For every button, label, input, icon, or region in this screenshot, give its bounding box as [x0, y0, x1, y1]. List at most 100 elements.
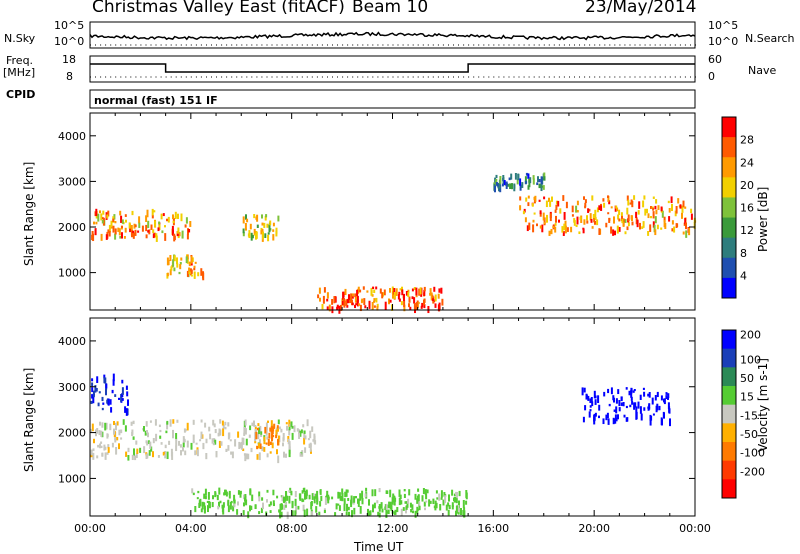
echo-cell: [582, 228, 585, 234]
echo-cell: [681, 205, 684, 213]
echo-cell: [576, 210, 579, 213]
x-axis-label: Time UT: [354, 540, 404, 554]
echo-cell: [310, 501, 313, 507]
echo-cell: [298, 432, 301, 439]
echo-cell: [528, 178, 531, 183]
echo-cell: [399, 288, 402, 291]
echo-cell: [273, 423, 276, 429]
echo-cell: [257, 427, 259, 431]
echo-cell: [116, 421, 119, 426]
echo-cell: [463, 507, 466, 511]
velocity-colorbar-swatch: [722, 479, 736, 499]
echo-cell: [390, 504, 393, 512]
echo-cell: [528, 222, 531, 230]
echo-cell: [607, 195, 609, 199]
echo-cell: [507, 183, 510, 187]
echo-cell: [275, 429, 278, 436]
echo-cell: [269, 427, 272, 432]
echo-cell: [107, 210, 110, 217]
echo-cell: [192, 492, 195, 496]
echo-cell: [169, 269, 172, 276]
freq-label: Freq.: [6, 54, 34, 67]
echo-cell: [221, 506, 224, 513]
echo-cell: [552, 225, 555, 229]
echo-cell: [169, 419, 172, 427]
echo-cell: [191, 488, 194, 494]
echo-cell: [179, 444, 182, 448]
echo-cell: [202, 271, 204, 279]
x-tick-label: 12:00: [377, 522, 409, 535]
echo-cell: [112, 379, 115, 386]
echo-cell: [107, 444, 110, 449]
echo-cell: [584, 202, 587, 207]
echo-cell: [242, 216, 245, 224]
echo-cell: [503, 180, 506, 186]
echo-cell: [626, 226, 629, 231]
echo-cell: [166, 451, 169, 460]
echo-cell: [615, 398, 618, 404]
echo-cell: [272, 434, 275, 438]
echo-cell: [100, 430, 103, 437]
echo-cell: [392, 495, 395, 503]
echo-cell: [134, 455, 137, 461]
echo-cell: [519, 178, 522, 186]
echo-cell: [378, 488, 381, 493]
echo-cell: [282, 433, 285, 441]
echo-cell: [588, 208, 591, 212]
echo-cell: [92, 448, 95, 452]
echo-cell: [413, 303, 416, 311]
echo-cell: [107, 447, 110, 453]
echo-cell: [245, 214, 247, 220]
power-panel-frame: [89, 112, 696, 311]
echo-cell: [343, 503, 346, 512]
echo-cell: [301, 490, 304, 494]
echo-cell: [649, 414, 652, 421]
echo-cell: [596, 207, 599, 213]
echo-cell: [409, 306, 412, 310]
echo-cell: [448, 494, 450, 502]
echo-cell: [204, 422, 207, 428]
echo-cell: [532, 178, 535, 185]
echo-cell: [147, 220, 150, 228]
echo-cell: [131, 429, 134, 435]
echo-cell: [403, 304, 406, 312]
echo-cell: [254, 504, 257, 509]
echo-cell: [223, 492, 226, 496]
echo-cell: [608, 217, 611, 223]
echo-cell: [103, 374, 106, 379]
echo-cell: [594, 217, 597, 220]
echo-cell: [155, 235, 158, 242]
echo-cell: [233, 498, 236, 507]
echo-cell: [650, 216, 652, 219]
echo-cell: [308, 494, 311, 500]
echo-cell: [270, 420, 273, 428]
echo-cell: [358, 498, 361, 501]
echo-cell: [635, 413, 638, 420]
echo-cell: [118, 397, 120, 400]
echo-cell: [110, 226, 113, 229]
echo-cell: [602, 418, 605, 425]
echo-cell: [355, 303, 358, 306]
echo-cell: [257, 442, 260, 449]
echo-cell: [105, 383, 108, 389]
echo-cell: [110, 220, 113, 227]
echo-cell: [227, 422, 230, 427]
echo-cell: [353, 507, 356, 515]
echo-cell: [642, 387, 645, 390]
echo-cell: [600, 205, 603, 211]
echo-cell: [615, 406, 618, 414]
echo-cell: [288, 495, 291, 504]
echo-cell: [308, 443, 311, 448]
echo-cell: [250, 447, 253, 453]
freq-tick-low: 8: [66, 70, 73, 83]
nave-label: Nave: [748, 64, 777, 77]
echo-cell: [376, 303, 379, 308]
echo-cell: [101, 407, 104, 411]
echo-cell: [338, 492, 341, 499]
echo-cell: [205, 438, 208, 444]
power-colorbar-swatch: [722, 237, 736, 259]
echo-cell: [624, 219, 627, 223]
echo-cell: [644, 208, 647, 216]
echo-cell: [311, 426, 314, 432]
echo-cell: [335, 503, 338, 510]
